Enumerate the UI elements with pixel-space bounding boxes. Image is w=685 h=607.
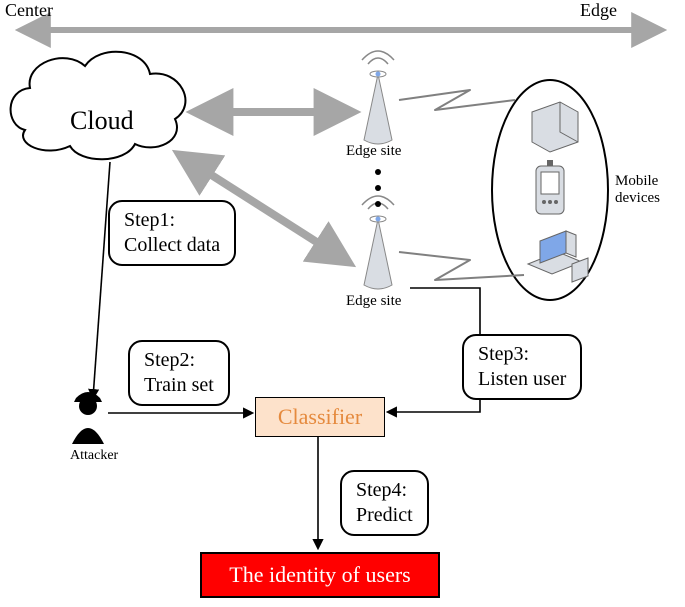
step4-line2: Predict xyxy=(356,503,413,528)
center-axis-label: Center xyxy=(5,0,53,21)
step3-box: Step3: Listen user xyxy=(462,334,582,400)
step4-line1: Step4: xyxy=(356,478,413,503)
step1-line2: Collect data xyxy=(124,233,220,258)
step2-line1: Step2: xyxy=(144,348,214,373)
attacker-label: Attacker xyxy=(70,448,118,464)
cloud-label: Cloud xyxy=(70,106,134,136)
edge-site-label-2: Edge site xyxy=(346,293,401,310)
step2-box: Step2: Train set xyxy=(128,340,230,406)
classifier-text: Classifier xyxy=(278,404,362,429)
diagram-canvas: Center Edge Cloud Edge site Edge site Mo… xyxy=(0,0,685,607)
step1-box: Step1: Collect data xyxy=(108,200,236,266)
edge-site-label-1: Edge site xyxy=(346,143,401,160)
mobile-devices-label: Mobile devices xyxy=(615,173,660,207)
edge-axis-label: Edge xyxy=(580,0,617,21)
classifier-box: Classifier xyxy=(255,397,385,437)
step4-box: Step4: Predict xyxy=(340,470,429,536)
step2-line2: Train set xyxy=(144,373,214,398)
identity-box: The identity of users xyxy=(200,552,440,598)
step3-line1: Step3: xyxy=(478,342,566,367)
step3-line2: Listen user xyxy=(478,367,566,392)
identity-text: The identity of users xyxy=(229,562,410,587)
step1-line1: Step1: xyxy=(124,208,220,233)
